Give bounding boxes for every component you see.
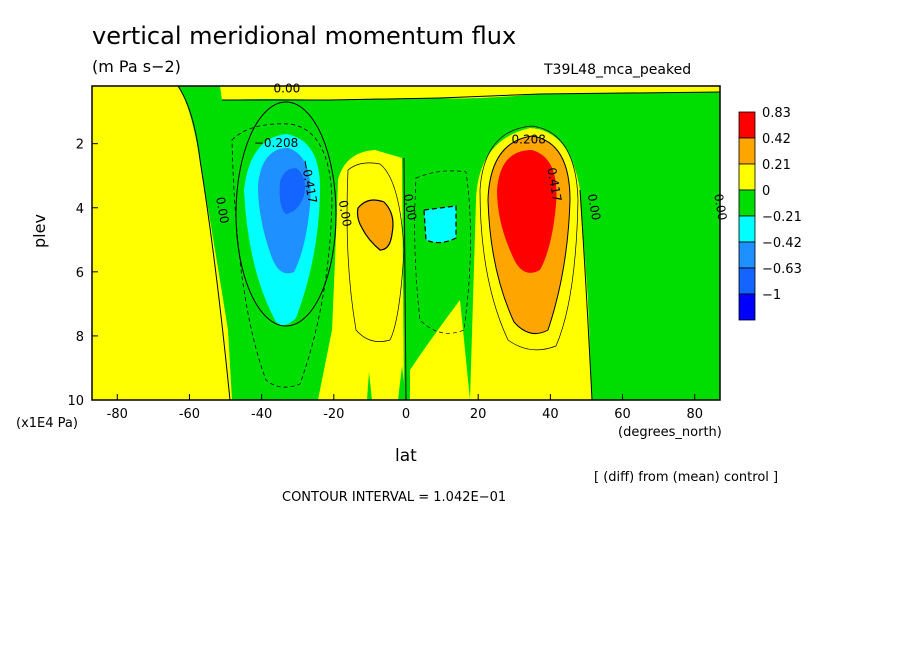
contour-label: 0.00 xyxy=(213,196,231,225)
y-tick-label: 2 xyxy=(76,138,84,153)
fill-band-pos-small-gap xyxy=(410,300,470,400)
x-tick-label: 0 xyxy=(402,407,410,422)
fill-band-neg-tongue-1 xyxy=(367,372,372,400)
y-tick-label: 8 xyxy=(76,330,84,345)
contour-label: 0.00 xyxy=(336,199,354,228)
diff-note: [ (diff) from (mean) control ] xyxy=(594,470,779,485)
color-legend: 0.83 0.42 0.21 0 −0.21 −0.42 −0.63 −1 xyxy=(738,106,802,321)
fill-band-pos-small-west xyxy=(92,86,232,400)
legend-swatch xyxy=(738,215,756,243)
contour-line-neg-outer xyxy=(231,123,333,388)
fill-central-negative-cell xyxy=(423,205,457,244)
contour-line-neg-center xyxy=(414,170,471,334)
legend-label: 0.42 xyxy=(762,132,791,147)
contour-label: 0.00 xyxy=(274,81,301,95)
contour-label: 0.00 xyxy=(401,193,419,222)
y-axis-ticks: 2 4 6 8 10 xyxy=(67,138,98,409)
x-axis-label: lat xyxy=(395,446,417,466)
legend-label: −0.21 xyxy=(762,210,802,225)
legend-label: −1 xyxy=(762,288,781,303)
dataset-name: T39L48_mca_peaked xyxy=(544,62,692,78)
fill-band-pos-small-top xyxy=(220,86,720,100)
contour-label: −0.208 xyxy=(254,136,298,150)
contour-line-pos-outer xyxy=(479,125,579,351)
x-axis-units: (degrees_north) xyxy=(618,425,722,440)
y-tick-label: 10 xyxy=(67,394,84,409)
legend-label: 0.83 xyxy=(762,106,791,121)
contour-line-zero-east xyxy=(579,189,593,400)
legend-swatch xyxy=(738,293,756,321)
legend-swatch xyxy=(738,267,756,295)
contour-label: 0.208 xyxy=(512,133,546,147)
x-tick-label: -80 xyxy=(107,407,128,422)
y-axis-units: (x1E4 Pa) xyxy=(16,416,78,431)
y-tick-label: 6 xyxy=(76,266,84,281)
x-tick-label: 80 xyxy=(686,407,703,422)
contour-line-pos-center xyxy=(346,162,405,342)
contour-fills xyxy=(92,86,720,400)
x-tick-label: 40 xyxy=(542,407,559,422)
legend-swatch xyxy=(738,111,756,139)
x-tick-label: -60 xyxy=(179,407,200,422)
legend-swatch xyxy=(738,137,756,165)
contour-line-zero-top xyxy=(222,91,720,101)
contour-line-zero-west xyxy=(177,86,231,400)
chart-title: vertical meridional momentum flux xyxy=(92,22,517,50)
contour-line-zero-equator xyxy=(403,157,407,400)
legend-swatch xyxy=(738,241,756,269)
y-tick-label: 4 xyxy=(76,202,84,217)
contour-label: 0.417 xyxy=(544,166,564,202)
contour-label: 0.00 xyxy=(585,193,603,222)
fill-central-positive-cell xyxy=(356,199,394,251)
contour-label: 0.00 xyxy=(711,193,729,222)
x-tick-label: 20 xyxy=(470,407,487,422)
x-tick-label: 60 xyxy=(614,407,631,422)
fill-band-neg-tongue-2 xyxy=(398,366,406,400)
x-axis-ticks: -80 -60 -40 -20 0 20 40 60 80 xyxy=(107,394,703,422)
chart-units: (m Pa s−2) xyxy=(92,57,181,76)
legend-label: 0.21 xyxy=(762,158,791,173)
fill-band-neg-peak xyxy=(279,168,305,214)
x-tick-label: -40 xyxy=(251,407,272,422)
legend-label: −0.63 xyxy=(762,262,802,277)
x-tick-label: -20 xyxy=(323,407,344,422)
fill-band-pos-peak xyxy=(497,150,557,273)
legend-label: −0.42 xyxy=(762,236,802,251)
legend-label: 0 xyxy=(762,184,770,199)
legend-swatch xyxy=(738,189,756,217)
contour-interval: CONTOUR INTERVAL = 1.042E−01 xyxy=(282,490,507,505)
legend-swatch xyxy=(738,163,756,191)
